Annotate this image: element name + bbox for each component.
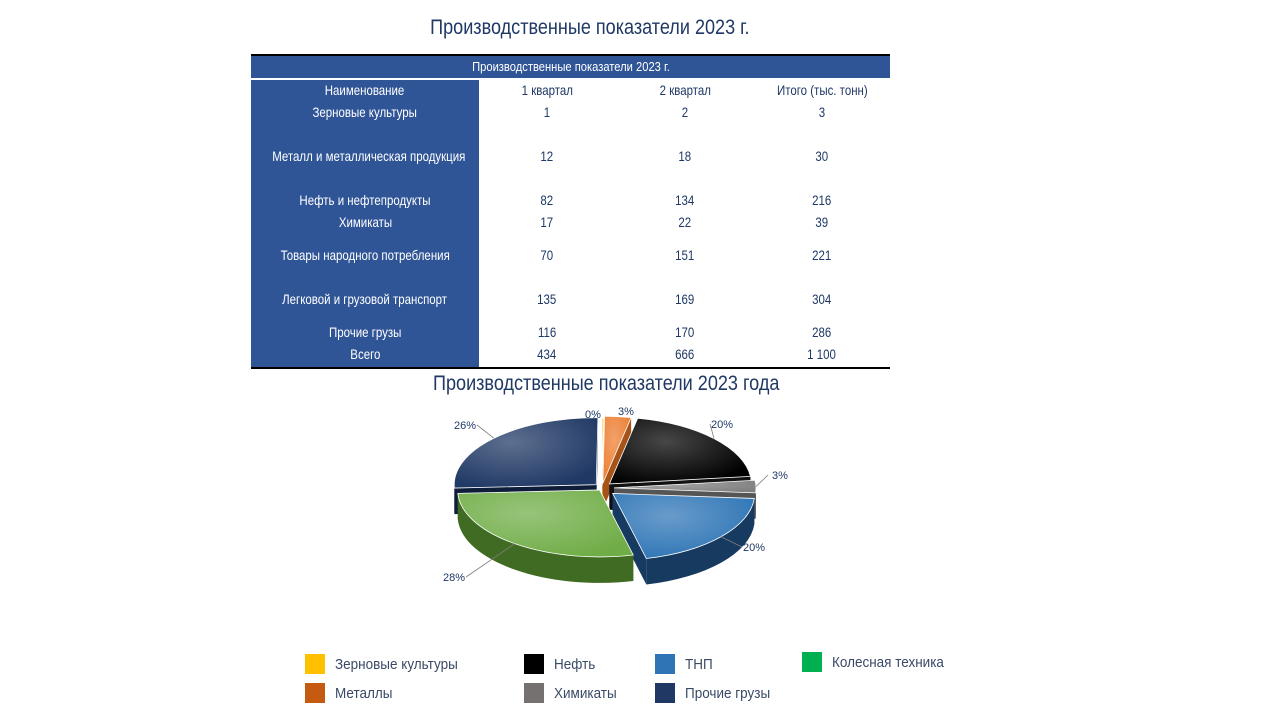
legend-label: Химикаты	[554, 684, 617, 702]
pie-slice-shine	[609, 418, 751, 484]
pie-slice-shine	[612, 493, 755, 559]
table-body: Наименование 1 квартал 2 квартал Итого (тыс…	[251, 80, 890, 367]
table-cell: 12	[540, 148, 554, 164]
legend-swatch	[524, 654, 544, 674]
data-label: 20%	[743, 542, 765, 554]
chart-title: Производственные показатели 2023 года	[433, 372, 780, 395]
table-cell: 135	[537, 291, 557, 307]
table-cell: 30	[815, 148, 829, 164]
table-cell: 666	[675, 346, 695, 362]
table-cell: 134	[675, 192, 695, 208]
row-label: Прочие грузы	[328, 324, 402, 340]
table-cell: 2	[681, 104, 689, 120]
leader-line	[720, 536, 743, 548]
production-table: Производственные показатели 2023 г. Наим…	[251, 54, 890, 369]
table-cell: 169	[675, 291, 695, 307]
data-label: 26%	[454, 420, 476, 432]
header-col-1: 1 квартал	[521, 82, 573, 98]
data-label: 20%	[711, 419, 733, 431]
pie-slice-shine	[602, 418, 604, 486]
legend-swatch	[305, 683, 325, 703]
pie-slice-shine	[454, 417, 598, 489]
table-cell: 216	[812, 192, 832, 208]
pie-slice-shine	[602, 416, 632, 484]
name-column-background	[251, 80, 479, 367]
legend-item: Нефть	[524, 654, 600, 674]
table-cell: 3	[818, 104, 826, 120]
pie-slice-shine	[613, 480, 756, 493]
header-col-2: 2 квартал	[659, 82, 711, 98]
table-cell: 170	[675, 324, 695, 340]
legend-swatch	[524, 683, 544, 703]
table-cell: 1 100	[807, 346, 837, 362]
table-cell: 22	[678, 214, 692, 230]
legend-item: Колесная техника	[802, 652, 956, 672]
header-name: Наименование	[325, 82, 405, 98]
legend-label: ТНП	[685, 655, 713, 673]
row-label: Металл и металлическая продукция	[272, 148, 466, 164]
table-cell: 221	[812, 247, 832, 263]
pie-slice-side	[457, 493, 634, 583]
legend-item: ТНП	[655, 654, 716, 674]
leader-line	[755, 474, 769, 487]
row-label: Всего	[349, 346, 381, 362]
row-label: Товары народного потребления	[280, 247, 450, 263]
table-cell: 70	[540, 247, 554, 263]
pie-slice-cut	[612, 493, 647, 585]
data-label: 28%	[443, 572, 465, 584]
data-label: 3%	[772, 470, 788, 482]
legend-item: Зерновые культуры	[305, 654, 471, 674]
table-caption: Производственные показатели 2023 г.	[251, 56, 890, 78]
legend-label: Прочие грузы	[685, 684, 771, 702]
legend-label: Колесная техника	[832, 653, 944, 671]
leader-line	[709, 423, 715, 439]
legend-label: Металлы	[335, 684, 393, 702]
row-label: Химикаты	[338, 214, 392, 230]
legend-swatch	[655, 654, 675, 674]
pie-slice-side	[646, 498, 755, 585]
data-label: 3%	[618, 406, 634, 418]
legend-item: Металлы	[305, 683, 399, 703]
row-label: Зерновые культуры	[312, 104, 418, 120]
legend-item: Прочие грузы	[655, 683, 780, 703]
leader-line	[476, 424, 495, 439]
legend-label: Нефть	[554, 655, 596, 673]
data-label: 0%	[585, 409, 601, 421]
legend-swatch	[802, 652, 822, 672]
table-cell: 434	[537, 346, 557, 362]
legend-swatch	[655, 683, 675, 703]
table-cell: 304	[812, 291, 832, 307]
pie-slice-shine	[457, 489, 634, 557]
table-cell: 39	[815, 214, 829, 230]
row-label: Нефть и нефтепродукты	[299, 192, 431, 208]
legend-item: Химикаты	[524, 683, 624, 703]
table-cell: 151	[675, 247, 695, 263]
row-label: Легковой и грузовой транспорт	[282, 291, 448, 307]
table-cell: 1	[543, 104, 551, 120]
header-col-3: Итого (тыс. тонн)	[776, 82, 868, 98]
legend-swatch	[305, 654, 325, 674]
table-cell: 82	[540, 192, 554, 208]
table-cell: 17	[540, 214, 554, 230]
table-cell: 18	[678, 148, 692, 164]
leader-line	[465, 543, 515, 578]
page-title: Производственные показатели 2023 г.	[430, 16, 750, 39]
table-cell: 286	[812, 324, 832, 340]
table-cell: 116	[537, 324, 557, 340]
legend-label: Зерновые культуры	[335, 655, 458, 673]
